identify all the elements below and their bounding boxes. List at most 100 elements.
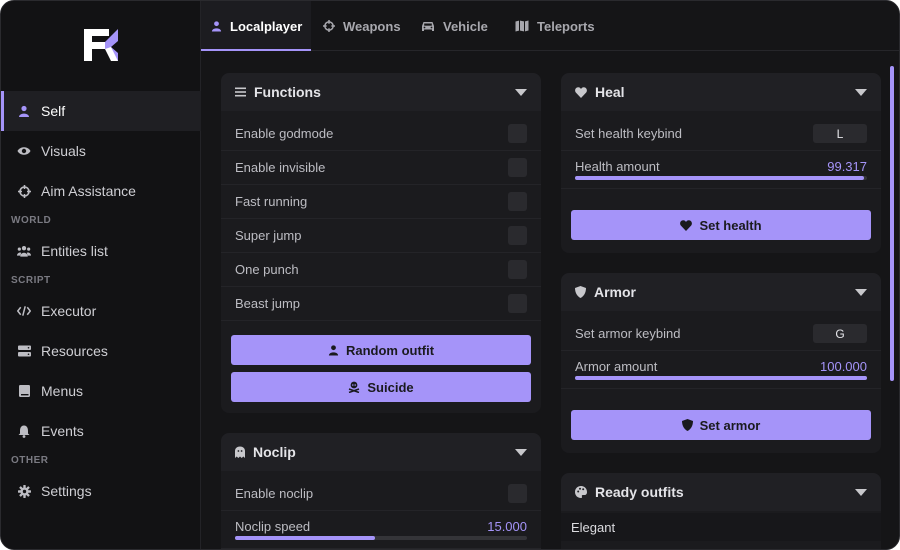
option-row: Beast jump [221, 287, 541, 321]
user-icon [17, 104, 31, 118]
code-icon [17, 304, 31, 318]
slider-label: Health amount [575, 158, 660, 174]
slider-value: 100.000 [820, 358, 867, 374]
armor-keybind-button[interactable]: G [813, 324, 867, 343]
slider-fill [575, 376, 867, 380]
one-punch-checkbox[interactable] [508, 260, 527, 279]
tab-teleports[interactable]: Teleports [505, 1, 605, 51]
chevron-down-icon[interactable] [515, 448, 527, 456]
book-icon [17, 384, 31, 398]
armor-amount-slider: Armor amount 100.000 [561, 351, 881, 389]
map-icon [515, 20, 529, 32]
palette-icon [575, 486, 587, 498]
option-label: Fast running [235, 194, 308, 209]
sidebar-item-executor[interactable]: Executor [1, 291, 201, 331]
option-label: Set health keybind [575, 126, 682, 141]
option-label: Enable godmode [235, 126, 334, 141]
panel-title: Noclip [253, 444, 296, 460]
invisible-checkbox[interactable] [508, 158, 527, 177]
noclip-speed-slider: Noclip speed 15.000 [221, 511, 541, 549]
sidebar-item-settings[interactable]: Settings [1, 471, 201, 511]
sidebar-item-menus[interactable]: Menus [1, 371, 201, 411]
option-label: One punch [235, 262, 299, 277]
functions-header[interactable]: Functions [221, 73, 541, 111]
sidebar-item-visuals[interactable]: Visuals [1, 131, 201, 171]
heal-header[interactable]: Heal [561, 73, 881, 111]
sidebar-item-self[interactable]: Self [1, 91, 201, 131]
button-label: Set health [699, 217, 762, 233]
set-armor-button[interactable]: Set armor [571, 410, 871, 440]
health-keybind-button[interactable]: L [813, 124, 867, 143]
tab-label: Teleports [537, 18, 595, 34]
option-row: Super jump [221, 219, 541, 253]
option-row: Enable noclip [221, 477, 541, 511]
sidebar-item-events[interactable]: Events [1, 411, 201, 451]
option-row: Set health keybind L [561, 117, 881, 151]
chevron-down-icon[interactable] [855, 288, 867, 296]
slider-track[interactable] [575, 176, 867, 180]
sidebar-item-entities-list[interactable]: Entities list [1, 231, 201, 271]
button-label: Set armor [699, 417, 761, 433]
ghost-icon [235, 446, 245, 458]
godmode-checkbox[interactable] [508, 124, 527, 143]
option-label: Enable noclip [235, 486, 314, 501]
gear-icon [17, 484, 31, 498]
health-amount-slider: Health amount 99.317 [561, 151, 881, 189]
beast-jump-checkbox[interactable] [508, 294, 527, 313]
super-jump-checkbox[interactable] [508, 226, 527, 245]
user-icon [328, 344, 339, 356]
slider-track[interactable] [575, 376, 867, 380]
section-label-script: SCRIPT [11, 275, 51, 286]
sidebar-item-label: Entities list [41, 243, 108, 259]
sidebar-item-aim-assistance[interactable]: Aim Assistance [1, 171, 201, 211]
chevron-down-icon[interactable] [855, 88, 867, 96]
user-icon [211, 20, 222, 32]
random-outfit-button[interactable]: Random outfit [231, 335, 531, 365]
section-label-world: WORLD [11, 215, 52, 226]
eye-icon [17, 144, 31, 158]
tab-weapons[interactable]: Weapons [313, 1, 411, 51]
armor-header[interactable]: Armor [561, 273, 881, 311]
sidebar-item-label: Executor [41, 303, 97, 319]
tab-vehicle[interactable]: Vehicle [411, 1, 498, 51]
chevron-down-icon[interactable] [855, 488, 867, 496]
sidebar-item-label: Aim Assistance [41, 183, 136, 199]
sidebar-item-label: Events [41, 423, 84, 439]
option-label: Set armor keybind [575, 326, 681, 341]
server-icon [17, 344, 31, 358]
option-label: Super jump [235, 228, 302, 243]
option-row: Fast running [221, 185, 541, 219]
tab-localplayer[interactable]: Localplayer [201, 1, 311, 51]
slider-label: Armor amount [575, 358, 658, 374]
ready-outfits-panel: Ready outfits Elegant [561, 473, 881, 549]
bell-icon [17, 424, 31, 438]
tab-label: Vehicle [443, 18, 488, 34]
suicide-button[interactable]: Suicide [231, 372, 531, 402]
option-row: Enable invisible [221, 151, 541, 185]
top-tabs: Localplayer Weapons Vehicle Teleports [201, 1, 899, 51]
noclip-header[interactable]: Noclip [221, 433, 541, 471]
set-health-button[interactable]: Set health [571, 210, 871, 240]
content-scrollbar[interactable] [890, 66, 894, 381]
armor-panel: Armor Set armor keybind G Armor amount 1… [561, 273, 881, 453]
option-row: Enable godmode [221, 117, 541, 151]
slider-value: 99.317 [827, 158, 867, 174]
slider-fill [235, 536, 376, 540]
app-logo [84, 29, 118, 61]
ready-outfits-header[interactable]: Ready outfits [561, 473, 881, 511]
fast-running-checkbox[interactable] [508, 192, 527, 211]
section-label-other: OTHER [11, 455, 49, 466]
sidebar-item-label: Settings [41, 483, 92, 499]
panel-title: Functions [254, 84, 321, 100]
heart-icon [575, 86, 587, 98]
heart-icon [680, 219, 693, 231]
list-icon [235, 87, 246, 97]
slider-track[interactable] [235, 536, 527, 540]
sidebar-item-label: Self [41, 103, 66, 119]
chevron-down-icon[interactable] [515, 88, 527, 96]
sidebar-item-resources[interactable]: Resources [1, 331, 201, 371]
noclip-checkbox[interactable] [508, 484, 527, 503]
sidebar: Self Visuals Aim Assistance WORLD Entiti… [1, 1, 201, 549]
outfit-list-item[interactable]: Elegant [561, 513, 881, 541]
sidebar-item-label: Resources [41, 343, 108, 359]
